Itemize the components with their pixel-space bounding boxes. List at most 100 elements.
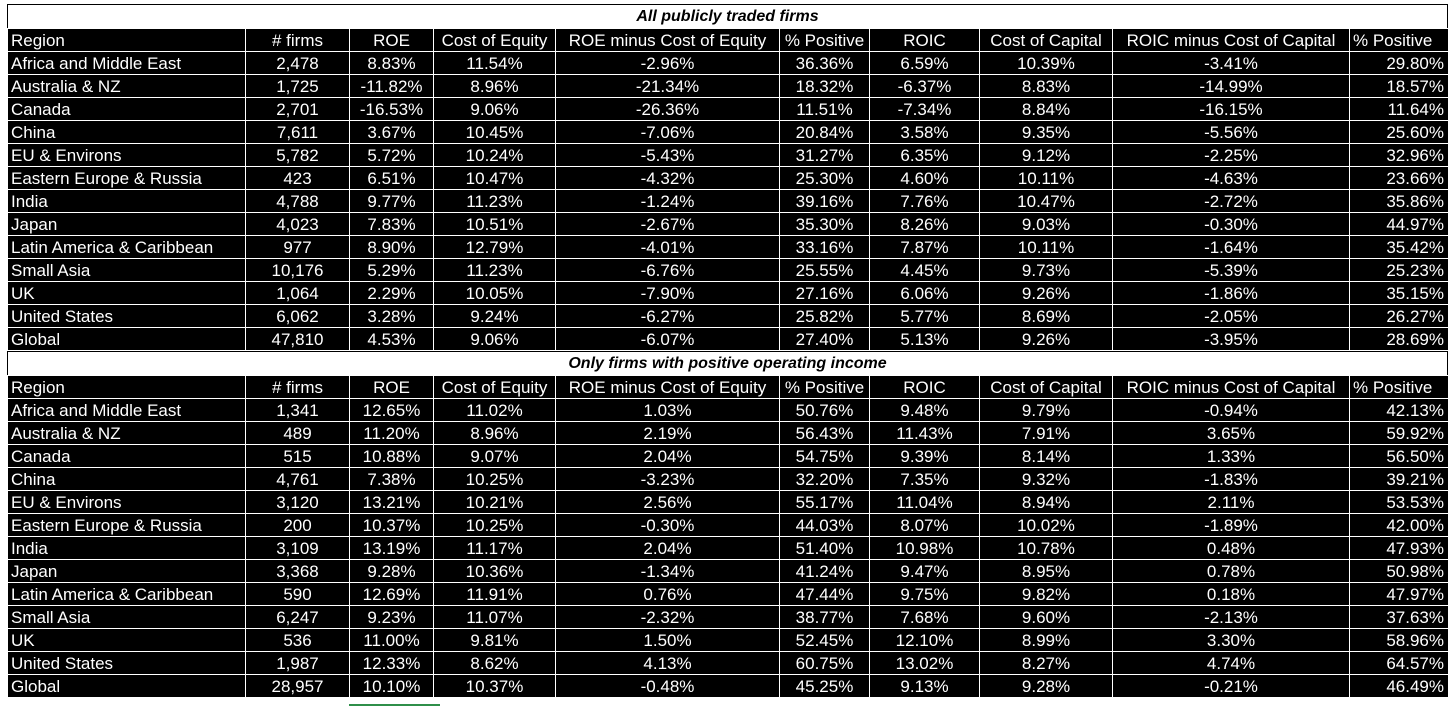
value-cell[interactable]: 8.96% <box>433 74 556 98</box>
value-cell[interactable]: -2.13% <box>1112 605 1350 629</box>
value-cell[interactable]: 12.79% <box>433 235 556 259</box>
value-cell[interactable]: 9.77% <box>349 189 434 213</box>
value-cell[interactable]: 37.63% <box>1349 605 1449 629</box>
value-cell[interactable]: 3,368 <box>245 559 350 583</box>
value-cell[interactable]: 489 <box>245 421 350 445</box>
value-cell[interactable]: 2.04% <box>555 444 780 468</box>
column-header[interactable]: # firms <box>245 375 350 399</box>
value-cell[interactable]: 10.25% <box>433 513 556 537</box>
column-header[interactable]: ROIC <box>869 28 980 52</box>
value-cell[interactable]: 1,987 <box>245 651 350 675</box>
value-cell[interactable]: 10.98% <box>869 536 980 560</box>
value-cell[interactable]: 8.69% <box>979 304 1113 328</box>
value-cell[interactable]: 7.68% <box>869 605 980 629</box>
region-cell[interactable]: United States <box>7 304 246 328</box>
value-cell[interactable]: 8.14% <box>979 444 1113 468</box>
value-cell[interactable]: -11.82% <box>349 74 434 98</box>
value-cell[interactable]: 58.96% <box>1349 628 1449 652</box>
value-cell[interactable]: 9.32% <box>979 467 1113 491</box>
value-cell[interactable]: 10.78% <box>979 536 1113 560</box>
value-cell[interactable]: -14.99% <box>1112 74 1350 98</box>
column-header[interactable]: ROIC <box>869 375 980 399</box>
value-cell[interactable]: 0.76% <box>555 582 780 606</box>
value-cell[interactable]: 50.98% <box>1349 559 1449 583</box>
value-cell[interactable]: -2.05% <box>1112 304 1350 328</box>
value-cell[interactable]: -5.39% <box>1112 258 1350 282</box>
column-header[interactable]: ROE <box>349 375 434 399</box>
value-cell[interactable]: -1.24% <box>555 189 780 213</box>
region-cell[interactable]: Australia & NZ <box>7 421 246 445</box>
value-cell[interactable]: 12.69% <box>349 582 434 606</box>
value-cell[interactable]: 2,701 <box>245 97 350 121</box>
value-cell[interactable]: 0.78% <box>1112 559 1350 583</box>
value-cell[interactable]: 0.18% <box>1112 582 1350 606</box>
column-header[interactable]: Cost of Equity <box>433 375 556 399</box>
value-cell[interactable]: 5.13% <box>869 327 980 351</box>
column-header[interactable]: Cost of Equity <box>433 28 556 52</box>
value-cell[interactable]: 3.67% <box>349 120 434 144</box>
value-cell[interactable]: -5.43% <box>555 143 780 167</box>
value-cell[interactable]: 9.28% <box>349 559 434 583</box>
column-header[interactable]: % Positive <box>779 375 870 399</box>
value-cell[interactable]: 9.13% <box>869 674 980 698</box>
value-cell[interactable]: -2.32% <box>555 605 780 629</box>
value-cell[interactable]: 10.47% <box>979 189 1113 213</box>
value-cell[interactable]: -16.53% <box>349 97 434 121</box>
value-cell[interactable]: 4.13% <box>555 651 780 675</box>
value-cell[interactable]: 36.36% <box>779 51 870 75</box>
region-cell[interactable]: Eastern Europe & Russia <box>7 166 246 190</box>
value-cell[interactable]: 39.16% <box>779 189 870 213</box>
value-cell[interactable]: 35.86% <box>1349 189 1449 213</box>
region-cell[interactable]: UK <box>7 628 246 652</box>
value-cell[interactable]: -1.64% <box>1112 235 1350 259</box>
value-cell[interactable]: 9.81% <box>433 628 556 652</box>
value-cell[interactable]: 31.27% <box>779 143 870 167</box>
value-cell[interactable]: -0.30% <box>555 513 780 537</box>
value-cell[interactable]: -6.07% <box>555 327 780 351</box>
value-cell[interactable]: 33.16% <box>779 235 870 259</box>
value-cell[interactable]: 25.60% <box>1349 120 1449 144</box>
value-cell[interactable]: 7.83% <box>349 212 434 236</box>
value-cell[interactable]: 8.83% <box>349 51 434 75</box>
value-cell[interactable]: 7.87% <box>869 235 980 259</box>
region-cell[interactable]: India <box>7 189 246 213</box>
value-cell[interactable]: 9.06% <box>433 97 556 121</box>
value-cell[interactable]: 11.00% <box>349 628 434 652</box>
value-cell[interactable]: -0.48% <box>555 674 780 698</box>
value-cell[interactable]: 9.06% <box>433 327 556 351</box>
value-cell[interactable]: 8.84% <box>979 97 1113 121</box>
value-cell[interactable]: 11.20% <box>349 421 434 445</box>
value-cell[interactable]: 12.65% <box>349 398 434 422</box>
region-cell[interactable]: Small Asia <box>7 258 246 282</box>
value-cell[interactable]: 47.97% <box>1349 582 1449 606</box>
value-cell[interactable]: 9.26% <box>979 327 1113 351</box>
value-cell[interactable]: 13.19% <box>349 536 434 560</box>
region-cell[interactable]: Japan <box>7 212 246 236</box>
value-cell[interactable]: 9.24% <box>433 304 556 328</box>
column-header[interactable]: ROE <box>349 28 434 52</box>
value-cell[interactable]: -1.86% <box>1112 281 1350 305</box>
value-cell[interactable]: 10.11% <box>979 235 1113 259</box>
column-header[interactable]: ROIC minus Cost of Capital <box>1112 375 1350 399</box>
value-cell[interactable]: 38.77% <box>779 605 870 629</box>
value-cell[interactable]: 11.91% <box>433 582 556 606</box>
value-cell[interactable]: -4.01% <box>555 235 780 259</box>
value-cell[interactable]: 5.29% <box>349 258 434 282</box>
value-cell[interactable]: 46.49% <box>1349 674 1449 698</box>
value-cell[interactable]: -4.32% <box>555 166 780 190</box>
value-cell[interactable]: 10.05% <box>433 281 556 305</box>
value-cell[interactable]: 7.35% <box>869 467 980 491</box>
value-cell[interactable]: 6,062 <box>245 304 350 328</box>
value-cell[interactable]: 8.94% <box>979 490 1113 514</box>
value-cell[interactable]: 42.00% <box>1349 513 1449 537</box>
value-cell[interactable]: -0.21% <box>1112 674 1350 698</box>
value-cell[interactable]: 6.06% <box>869 281 980 305</box>
value-cell[interactable]: 6.51% <box>349 166 434 190</box>
value-cell[interactable]: 7,611 <box>245 120 350 144</box>
value-cell[interactable]: 10.11% <box>979 166 1113 190</box>
value-cell[interactable]: -7.06% <box>555 120 780 144</box>
value-cell[interactable]: -0.94% <box>1112 398 1350 422</box>
value-cell[interactable]: 10.10% <box>349 674 434 698</box>
value-cell[interactable]: 9.28% <box>979 674 1113 698</box>
value-cell[interactable]: 9.23% <box>349 605 434 629</box>
